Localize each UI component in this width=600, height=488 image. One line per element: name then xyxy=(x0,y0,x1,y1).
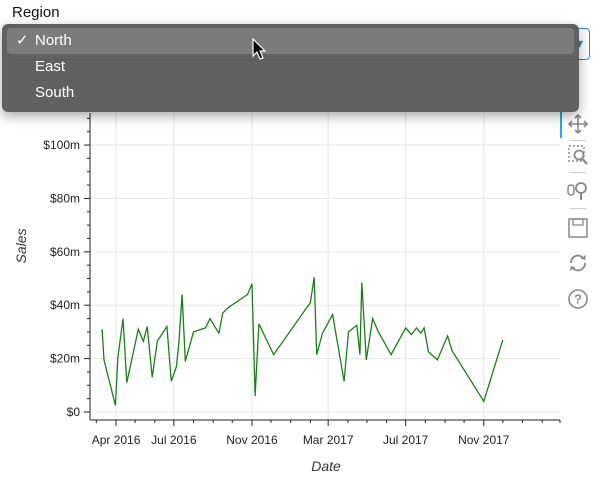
mouse-cursor-icon xyxy=(252,38,267,60)
reset-tool-button[interactable] xyxy=(566,251,590,275)
x-tick-label: Apr 2016 xyxy=(92,433,141,447)
toolbar-separator xyxy=(570,208,586,209)
x-tick-label: Jul 2017 xyxy=(383,433,429,447)
box-zoom-tool-button[interactable] xyxy=(566,143,590,167)
help-tool-button[interactable]: ? xyxy=(566,287,590,311)
x-tick-label: Nov 2017 xyxy=(458,433,510,447)
save-tool-button[interactable] xyxy=(566,216,590,240)
toolbar-separator xyxy=(570,140,586,141)
x-axis-title: Date xyxy=(311,458,341,474)
region-dropdown-menu: ✓ North East South xyxy=(2,24,579,112)
toolbar-separator xyxy=(570,172,586,173)
x-tick-label: Nov 2016 xyxy=(226,433,278,447)
sales-series-line xyxy=(101,277,504,406)
box-zoom-icon xyxy=(568,145,588,165)
y-tick-label: $0 xyxy=(67,405,81,419)
active-tool-indicator xyxy=(560,112,562,138)
y-tick-labels: $0 $20m $40m $60m $80m $100m xyxy=(43,138,80,419)
y-tick-label: $40m xyxy=(50,298,80,312)
region-label: Region xyxy=(12,4,60,21)
reset-icon xyxy=(570,254,586,272)
chart-grid xyxy=(90,113,560,420)
region-option-south[interactable]: South xyxy=(7,80,574,106)
region-option-east[interactable]: East xyxy=(7,54,574,80)
wheel-zoom-icon xyxy=(567,182,587,200)
chevron-down-icon: ▾ xyxy=(575,35,583,51)
region-option-label: South xyxy=(35,84,75,101)
checkmark-icon: ✓ xyxy=(16,32,29,49)
save-icon xyxy=(568,218,588,238)
y-tick-label: $20m xyxy=(50,352,80,366)
region-option-label: East xyxy=(35,58,66,75)
region-option-north[interactable]: ✓ North xyxy=(7,28,574,54)
x-tick-label: Jul 2016 xyxy=(151,433,197,447)
y-tick-label: $100m xyxy=(43,138,80,152)
pan-tool-button[interactable] xyxy=(566,112,590,136)
y-tick-label: $60m xyxy=(50,245,80,259)
help-icon: ? xyxy=(568,289,588,309)
x-tick-label: Mar 2017 xyxy=(303,433,354,447)
y-axis-title: Sales xyxy=(13,228,29,263)
y-tick-label: $80m xyxy=(50,191,80,205)
wheel-zoom-tool-button[interactable] xyxy=(566,178,590,202)
region-option-label: North xyxy=(35,32,72,49)
chart-axes xyxy=(84,113,561,426)
x-tick-labels: Apr 2016 Jul 2016 Nov 2016 Mar 2017 Jul 2017… xyxy=(92,433,510,447)
svg-text:?: ? xyxy=(574,292,582,307)
pan-icon xyxy=(567,113,589,135)
